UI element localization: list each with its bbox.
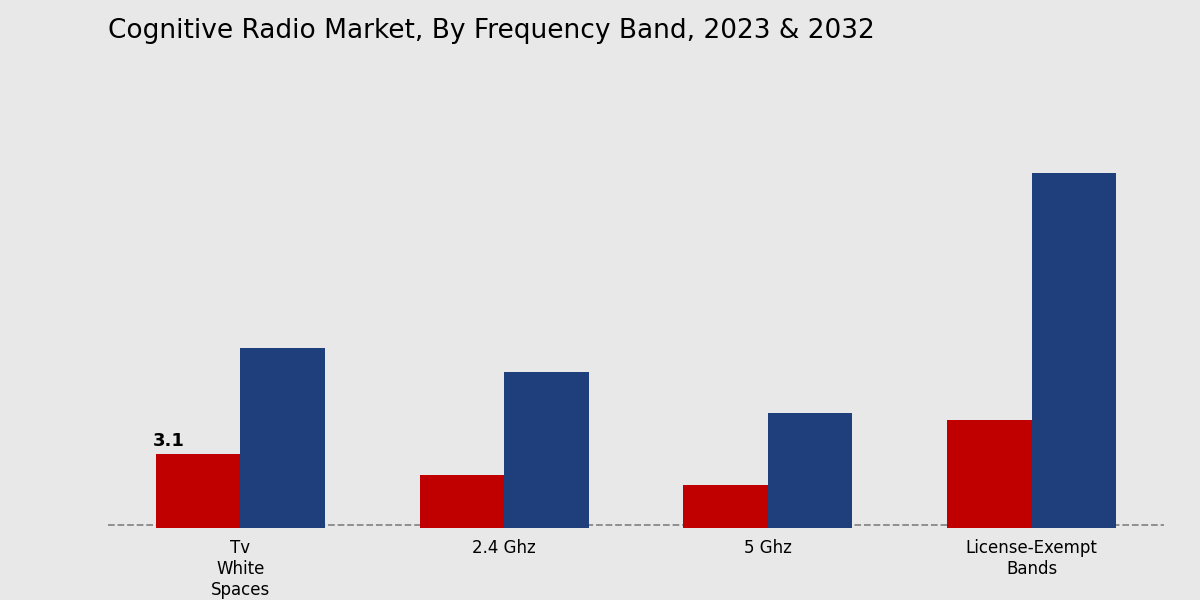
Text: Cognitive Radio Market, By Frequency Band, 2023 & 2032: Cognitive Radio Market, By Frequency Ban… (108, 18, 875, 44)
Bar (684, 485, 768, 528)
Bar (1032, 173, 1116, 528)
Bar (947, 420, 1032, 528)
Bar (240, 348, 325, 528)
Bar (420, 475, 504, 528)
Bar (156, 454, 240, 528)
Bar (768, 413, 852, 528)
Text: 3.1: 3.1 (154, 432, 185, 450)
Bar (504, 372, 588, 528)
